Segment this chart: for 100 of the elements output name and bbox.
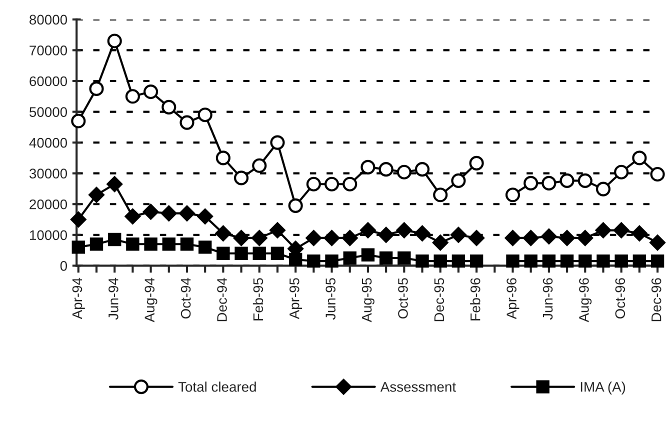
point bbox=[595, 222, 612, 238]
point bbox=[596, 182, 611, 196]
point bbox=[650, 234, 666, 251]
x-tick-label: Feb-95 bbox=[252, 278, 264, 320]
point bbox=[216, 246, 230, 260]
point bbox=[414, 225, 430, 242]
y-tick-label: 80000 bbox=[30, 14, 68, 25]
point bbox=[126, 238, 140, 251]
point bbox=[559, 230, 575, 246]
point bbox=[324, 176, 340, 192]
point bbox=[306, 230, 322, 246]
point bbox=[505, 188, 520, 202]
y-tick-label: 10000 bbox=[30, 230, 68, 240]
point bbox=[234, 246, 248, 260]
point bbox=[198, 108, 212, 122]
point bbox=[288, 252, 302, 266]
point bbox=[90, 238, 104, 251]
point bbox=[613, 222, 630, 238]
point bbox=[560, 254, 574, 268]
point bbox=[197, 208, 214, 224]
point bbox=[452, 254, 466, 268]
point bbox=[378, 162, 394, 177]
point bbox=[398, 251, 411, 265]
y-tick-label: 60000 bbox=[30, 76, 68, 86]
point bbox=[632, 254, 646, 268]
point bbox=[433, 188, 448, 202]
point bbox=[270, 222, 286, 238]
point bbox=[160, 205, 177, 222]
point bbox=[270, 246, 284, 260]
point bbox=[179, 205, 195, 222]
point bbox=[542, 176, 556, 190]
point bbox=[432, 234, 448, 251]
point bbox=[650, 166, 665, 182]
y-tick-label: 30000 bbox=[29, 168, 68, 179]
x-tick-label: Aug-95 bbox=[362, 278, 374, 322]
x-tick-label: Apr-94 bbox=[72, 278, 85, 320]
x-tick-label: Jun-96 bbox=[542, 278, 553, 320]
x-tick-label: Oct-94 bbox=[180, 278, 191, 319]
y-tick-label: 20000 bbox=[30, 199, 68, 210]
point bbox=[360, 222, 376, 238]
point bbox=[396, 164, 412, 180]
point bbox=[72, 240, 85, 254]
point bbox=[470, 254, 484, 268]
point bbox=[524, 176, 538, 190]
point bbox=[342, 176, 358, 192]
point bbox=[578, 254, 592, 268]
point bbox=[89, 81, 104, 96]
point bbox=[162, 100, 176, 114]
legend-label: Assessment bbox=[380, 382, 456, 392]
point bbox=[180, 115, 194, 130]
point bbox=[142, 204, 159, 220]
point bbox=[342, 230, 358, 246]
point bbox=[650, 254, 664, 268]
point bbox=[144, 238, 158, 251]
point bbox=[106, 176, 123, 192]
point bbox=[632, 225, 648, 242]
point bbox=[416, 254, 429, 268]
point bbox=[578, 173, 592, 188]
point bbox=[124, 208, 141, 224]
point bbox=[577, 230, 594, 246]
point bbox=[361, 248, 375, 262]
point bbox=[180, 238, 194, 251]
x-tick-label: Jun-94 bbox=[108, 278, 118, 320]
point bbox=[614, 254, 628, 268]
x-tick-label: Apr-95 bbox=[289, 278, 302, 320]
point bbox=[143, 84, 158, 100]
x-tick-label: Aug-96 bbox=[579, 278, 592, 322]
y-tick-label: 0 bbox=[60, 261, 68, 271]
point bbox=[324, 230, 340, 246]
y-tick-label: 40000 bbox=[29, 138, 68, 148]
point bbox=[542, 254, 556, 268]
y-tick-label: 70000 bbox=[30, 46, 68, 56]
point bbox=[88, 186, 104, 203]
point bbox=[162, 238, 176, 251]
point bbox=[233, 230, 250, 246]
point bbox=[560, 173, 574, 188]
point bbox=[541, 228, 557, 244]
point bbox=[378, 226, 394, 243]
point bbox=[450, 226, 466, 243]
point bbox=[306, 176, 321, 192]
point bbox=[307, 254, 320, 268]
x-tick-label: Feb-96 bbox=[470, 278, 480, 320]
y-tick-label: 50000 bbox=[30, 107, 68, 117]
point bbox=[270, 135, 285, 150]
x-tick-label: Dec-96 bbox=[651, 278, 662, 322]
legend-label: IMA (A) bbox=[580, 382, 626, 395]
point bbox=[108, 232, 122, 246]
point bbox=[251, 230, 268, 246]
point bbox=[343, 251, 356, 265]
x-tick-label: Apr-96 bbox=[506, 278, 520, 320]
point bbox=[215, 225, 232, 242]
point bbox=[414, 162, 430, 177]
point bbox=[198, 240, 212, 254]
point bbox=[469, 156, 484, 170]
point bbox=[325, 254, 338, 268]
x-tick-label: Oct-95 bbox=[398, 278, 408, 319]
point bbox=[252, 158, 267, 173]
point bbox=[506, 254, 520, 268]
x-tick-label: Dec-95 bbox=[434, 278, 444, 322]
point bbox=[288, 198, 303, 213]
